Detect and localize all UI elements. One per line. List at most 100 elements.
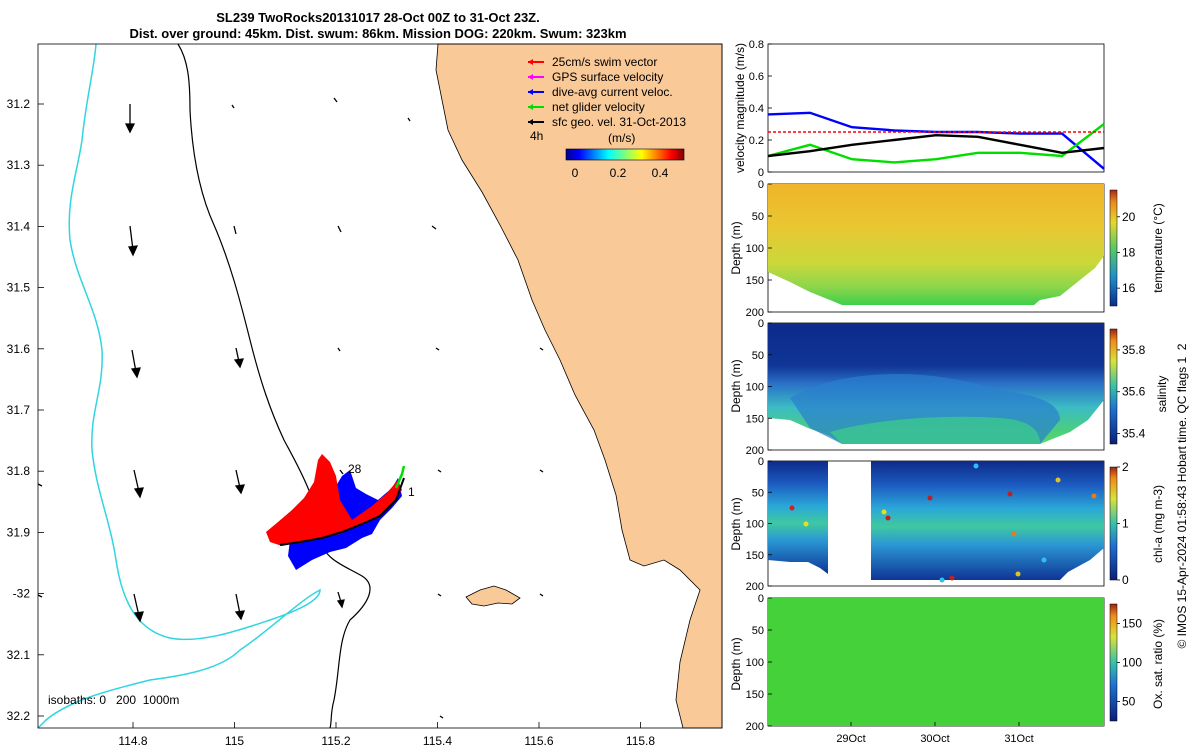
map-colorbar-tick-2: 0.4 xyxy=(652,166,669,180)
velocity-y-tick-label: 0.6 xyxy=(749,71,764,83)
legend-label-4: sfc geo. vel. 31-Oct-2013 xyxy=(552,115,686,129)
lat-tick-label: 32.2 xyxy=(7,709,31,723)
legend-arrowhead-4 xyxy=(528,119,533,125)
track-label-start: 1 xyxy=(408,485,415,499)
map-island xyxy=(465,585,521,607)
depth-tick-label: 50 xyxy=(752,625,764,637)
colorbar-tick-label: 1 xyxy=(1122,517,1129,531)
title-line-2: Dist. over ground: 45km. Dist. swum: 86k… xyxy=(129,26,626,41)
depth-tick-label: 200 xyxy=(746,581,764,593)
depth-tick-label: 50 xyxy=(752,211,764,223)
temperature-colorbar xyxy=(1109,189,1118,307)
velocity-y-tick-label: 0.2 xyxy=(749,135,764,147)
salinity-panel: Depth (m) salinity 0 50 100 150 200 35.4 35.6 3… xyxy=(729,318,1169,457)
lat-tick-label: 31.3 xyxy=(7,158,31,172)
lon-tick-label: 115.8 xyxy=(626,734,655,748)
swim-vector-fan xyxy=(266,454,402,546)
velocity-axes xyxy=(767,43,1105,173)
oxygen-ylabel: Depth (m) xyxy=(729,637,743,690)
depth-tick-label: 50 xyxy=(752,350,764,362)
lon-tick-label: 115.6 xyxy=(524,734,553,748)
map-longitude-ticks: 114.8 115 115.2 115.4 115.6 115.8 xyxy=(118,722,655,748)
chla-dots xyxy=(789,463,1097,583)
temperature-ylabel: Depth (m) xyxy=(729,221,743,274)
temperature-cb-label: temperature (°C) xyxy=(1151,203,1165,293)
map-colorbar-unit: (m/s) xyxy=(608,131,635,145)
depth-tick-label: 100 xyxy=(746,243,764,255)
legend-arrowhead-0 xyxy=(528,59,533,65)
map-axes-box xyxy=(37,43,723,729)
oxygen-panel: Depth (m) Ox. sat. ratio (%) 0 50 100 150 20… xyxy=(729,593,1165,745)
map-colorbar-tick-1: 0.2 xyxy=(610,166,627,180)
lon-tick-label: 115 xyxy=(225,734,244,748)
chla-panel: Depth (m) chl-a (mg m-3) 0 50 100 150 200 0 1 2 xyxy=(729,456,1165,593)
lat-tick-label: 31.4 xyxy=(7,219,31,233)
lat-tick-label: 31.6 xyxy=(7,342,31,356)
lon-tick-label: 115.2 xyxy=(321,734,350,748)
legend-label-1: GPS surface velocity xyxy=(552,70,663,84)
chla-colorbar xyxy=(1109,466,1118,581)
lat-tick-label: 31.9 xyxy=(7,525,31,539)
depth-tick-label: 150 xyxy=(746,413,764,425)
chla-cb-label: chl-a (mg m-3) xyxy=(1151,485,1165,563)
lat-tick-label: 32.1 xyxy=(7,648,31,662)
oxygen-colorbar xyxy=(1109,603,1118,722)
colorbar-tick-label: 16 xyxy=(1122,281,1136,295)
title-line-1: SL239 TwoRocks20131017 28-Oct 00Z to 31-… xyxy=(216,10,539,25)
colorbar-tick-label: 0 xyxy=(1122,573,1129,587)
chla-field-left xyxy=(768,461,828,574)
track-label-end: 28 xyxy=(348,462,362,476)
colorbar-tick-label: 2 xyxy=(1122,460,1129,474)
velocity-y-tick-label: 0.8 xyxy=(749,39,764,51)
colorbar-tick-label: 35.8 xyxy=(1122,343,1146,357)
depth-tick-label: 200 xyxy=(746,445,764,457)
depth-tick-label: 150 xyxy=(746,275,764,287)
depth-tick-label: 0 xyxy=(758,456,764,468)
depth-tick-label: 100 xyxy=(746,382,764,394)
chla-field-right xyxy=(871,461,1104,580)
date-tick-label: 31Oct xyxy=(1004,733,1033,745)
date-tick-label: 30Oct xyxy=(920,733,949,745)
colorbar-tick-label: 18 xyxy=(1122,245,1136,259)
colorbar-tick-label: 35.4 xyxy=(1122,427,1146,441)
temperature-field xyxy=(768,184,1104,305)
isobath-200m xyxy=(177,43,371,729)
salinity-bottom-water xyxy=(830,416,1040,444)
depth-tick-label: 100 xyxy=(746,519,764,531)
legend-label-2: dive-avg current veloc. xyxy=(552,85,673,99)
depth-tick-label: 100 xyxy=(746,657,764,669)
map-colorbar-tick-0: 0 xyxy=(572,166,579,180)
salinity-ylabel: Depth (m) xyxy=(729,359,743,412)
lon-tick-label: 114.8 xyxy=(118,734,147,748)
depth-tick-label: 0 xyxy=(758,318,764,330)
temperature-ticks: 0 50 100 150 200 16 18 20 xyxy=(746,179,1136,319)
legend-label-3: net glider velocity xyxy=(552,100,645,114)
salinity-colorbar xyxy=(1109,328,1118,445)
colorbar-tick-label: 100 xyxy=(1122,656,1142,670)
colorbar-tick-label: 20 xyxy=(1122,210,1136,224)
velocity-y-tick-label: 0.4 xyxy=(749,103,764,115)
lon-tick-label: 115.4 xyxy=(423,734,452,748)
legend-arrowhead-3 xyxy=(528,104,533,110)
depth-tick-label: 0 xyxy=(758,179,764,191)
lat-tick-label: 31.8 xyxy=(7,464,31,478)
velocity-y-ticks: 0 0.2 0.4 0.6 0.8 xyxy=(749,39,772,179)
lat-tick-label: 31.7 xyxy=(7,403,31,417)
velocity-y-tick-label: 0 xyxy=(758,167,764,179)
velocity-series-sfc-geo-vel- xyxy=(767,133,1105,158)
salinity-ticks: 0 50 100 150 200 35.4 35.6 35.8 xyxy=(746,318,1146,457)
chla-ylabel: Depth (m) xyxy=(729,497,743,550)
glider-velocity-line xyxy=(394,465,406,489)
legend-arrowhead-2 xyxy=(528,89,533,95)
current-arrows xyxy=(37,97,544,719)
depth-tick-label: 150 xyxy=(746,689,764,701)
colorbar-tick-label: 50 xyxy=(1122,695,1136,709)
isobath-1000m xyxy=(37,43,321,729)
isobaths-label: isobaths: 0 200 1000m xyxy=(48,693,179,707)
velocity-panel: 0 0.2 0.4 0.6 0.8 velocity magnitude (m/s) xyxy=(733,39,1105,179)
velocity-ylabel: velocity magnitude (m/s) xyxy=(733,43,747,173)
glider-track-line xyxy=(279,477,405,546)
